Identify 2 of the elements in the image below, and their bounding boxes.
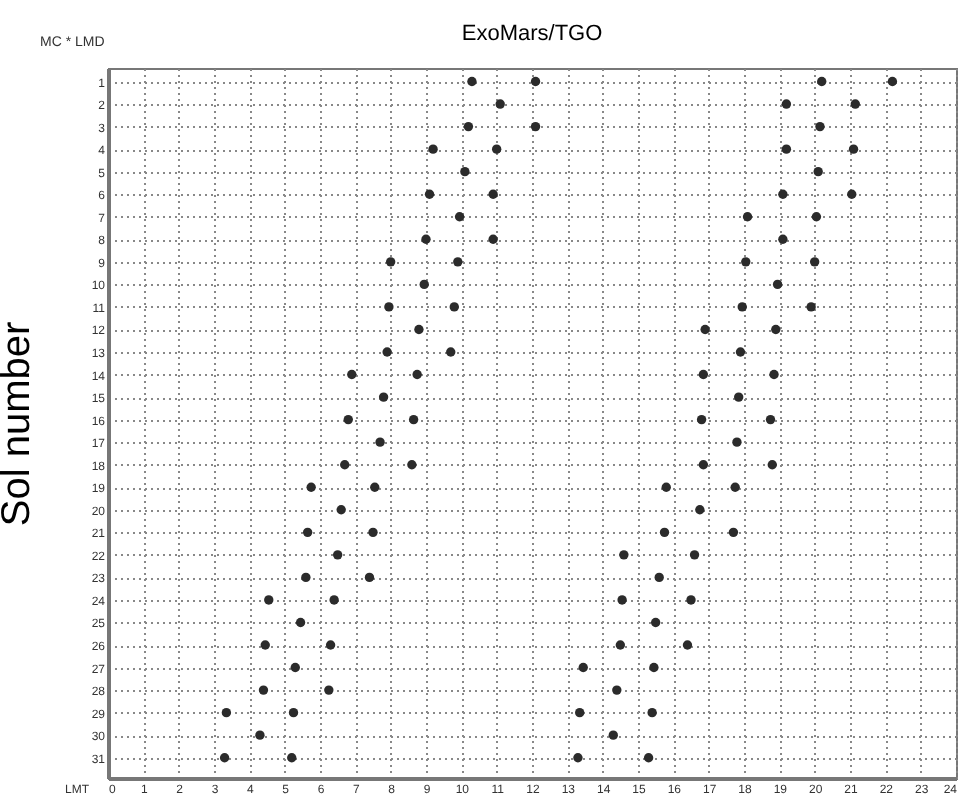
chart-title: ExoMars/TGO — [461, 22, 604, 46]
y-axis-title: Sol number — [0, 321, 39, 527]
